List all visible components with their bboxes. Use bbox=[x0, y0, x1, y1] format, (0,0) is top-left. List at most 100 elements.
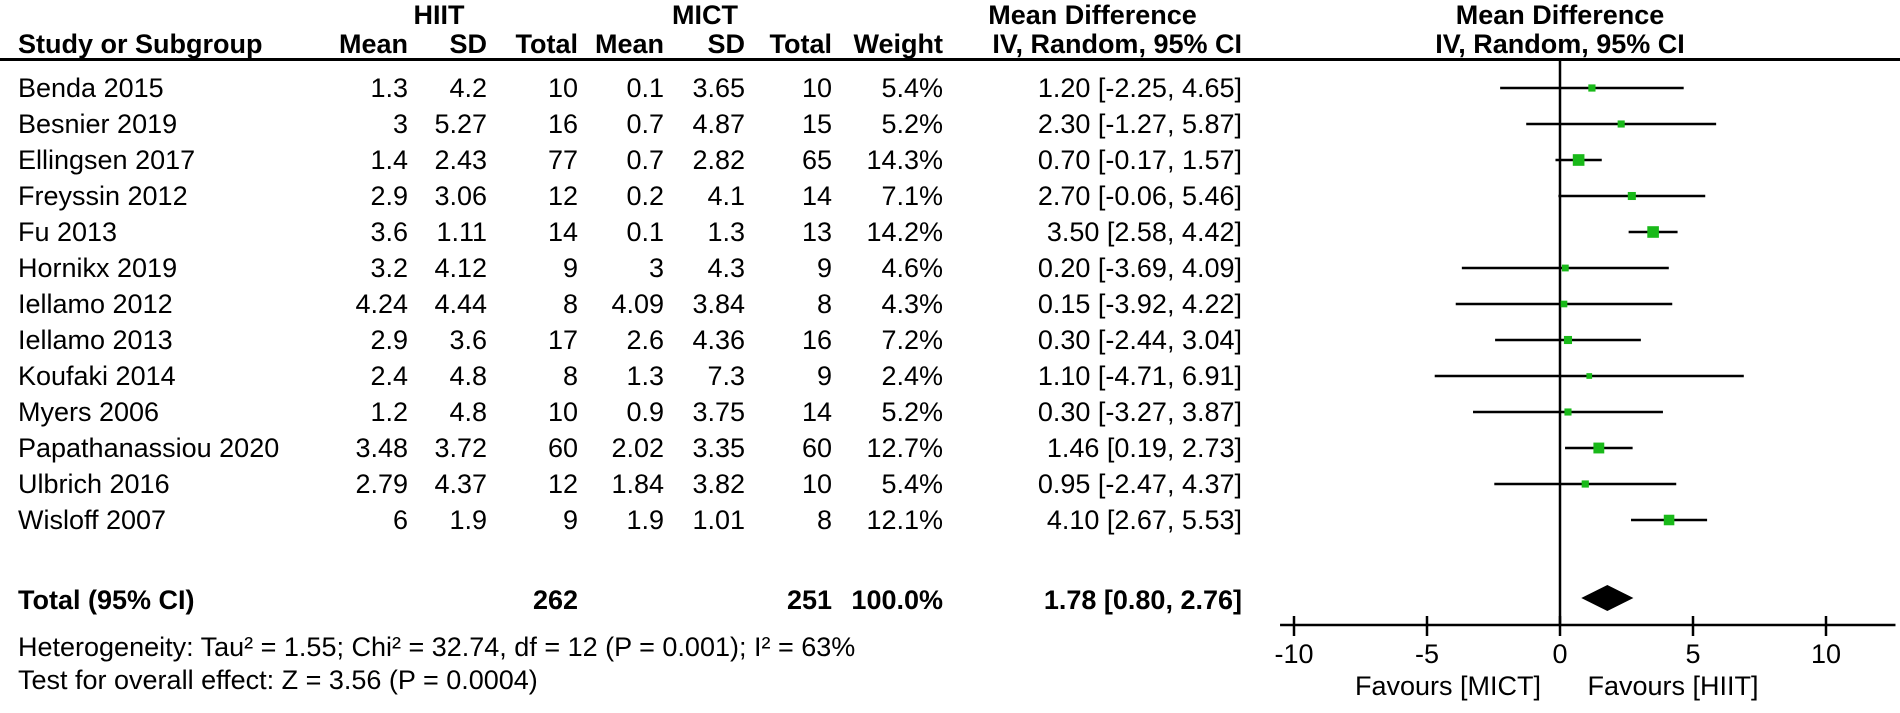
cell-mict-mean: 1.84 bbox=[611, 469, 664, 499]
cell-weight: 14.3% bbox=[866, 145, 943, 175]
cell-hiit-sd: 3.6 bbox=[449, 325, 487, 355]
cell-mict-mean: 3 bbox=[648, 253, 664, 283]
cell-hiit-total: 16 bbox=[547, 109, 578, 139]
cell-mict-total: 9 bbox=[816, 253, 832, 283]
cell-mict-sd: 1.01 bbox=[692, 505, 745, 535]
cell-hiit-sd: 4.8 bbox=[449, 397, 487, 427]
cell-hiit-sd: 3.72 bbox=[434, 433, 487, 463]
cell-hiit-mean: 1.3 bbox=[370, 73, 408, 103]
column-header-hiit-sd: SD bbox=[449, 29, 487, 59]
cell-mict-total: 15 bbox=[801, 109, 832, 139]
cell-weight: 12.1% bbox=[866, 505, 943, 535]
cell-hiit-mean: 4.24 bbox=[355, 289, 408, 319]
cell-ci-text: 0.15 [-3.92, 4.22] bbox=[1037, 289, 1242, 319]
cell-mict-sd: 3.82 bbox=[692, 469, 745, 499]
cell-hiit-mean: 3.2 bbox=[370, 253, 408, 283]
cell-mict-sd: 7.3 bbox=[707, 361, 745, 391]
cell-study-name: Papathanassiou 2020 bbox=[18, 433, 280, 463]
cell-mict-mean: 0.7 bbox=[626, 109, 664, 139]
cell-hiit-mean: 2.4 bbox=[370, 361, 408, 391]
cell-mict-mean: 0.1 bbox=[626, 217, 664, 247]
column-header-hiit-total: Total bbox=[515, 29, 579, 59]
cell-mict-total: 65 bbox=[801, 145, 832, 175]
study-row: Besnier 2019 3 5.27 16 0.7 4.87 15 5.2% … bbox=[0, 106, 1260, 142]
cell-mict-total: 14 bbox=[801, 397, 832, 427]
cell-ci-text: 3.50 [2.58, 4.42] bbox=[1046, 217, 1242, 247]
cell-mict-mean: 0.7 bbox=[626, 145, 664, 175]
cell-study-name: Wisloff 2007 bbox=[18, 505, 167, 535]
total-label: Total (95% CI) bbox=[18, 585, 195, 615]
cell-hiit-mean: 6 bbox=[392, 505, 408, 535]
svg-text:-10: -10 bbox=[1274, 639, 1313, 669]
cell-mict-mean: 0.2 bbox=[626, 181, 664, 211]
study-row: Ellingsen 2017 1.4 2.43 77 0.7 2.82 65 1… bbox=[0, 142, 1260, 178]
study-row: Wisloff 2007 6 1.9 9 1.9 1.01 8 12.1% 4.… bbox=[0, 502, 1260, 538]
cell-weight: 2.4% bbox=[881, 361, 943, 391]
cell-hiit-total: 60 bbox=[547, 433, 578, 463]
study-row: Hornikx 2019 3.2 4.12 9 3 4.3 9 4.6% 0.2… bbox=[0, 250, 1260, 286]
cell-hiit-sd: 2.43 bbox=[434, 145, 487, 175]
total-hiit-n: 262 bbox=[532, 585, 578, 615]
cell-study-name: Besnier 2019 bbox=[18, 109, 178, 139]
cell-ci-text: 0.20 [-3.69, 4.09] bbox=[1037, 253, 1242, 283]
study-row: Ulbrich 2016 2.79 4.37 12 1.84 3.82 10 5… bbox=[0, 466, 1260, 502]
cell-hiit-total: 77 bbox=[547, 145, 578, 175]
heterogeneity-note: Heterogeneity: Tau² = 1.55; Chi² = 32.74… bbox=[18, 632, 856, 662]
cell-mict-total: 10 bbox=[801, 469, 832, 499]
column-header-study: Study or Subgroup bbox=[18, 29, 263, 59]
cell-study-name: Benda 2015 bbox=[18, 73, 164, 103]
favours-right-label: Favours [HIIT] bbox=[1587, 671, 1759, 701]
study-row: Freyssin 2012 2.9 3.06 12 0.2 4.1 14 7.1… bbox=[0, 178, 1260, 214]
cell-mict-total: 8 bbox=[816, 289, 832, 319]
cell-hiit-sd: 1.11 bbox=[436, 217, 487, 247]
overall-effect-note: Test for overall effect: Z = 3.56 (P = 0… bbox=[18, 665, 538, 695]
cell-weight: 5.4% bbox=[881, 73, 943, 103]
cell-ci-text: 1.46 [0.19, 2.73] bbox=[1046, 433, 1242, 463]
cell-hiit-sd: 4.2 bbox=[449, 73, 487, 103]
cell-weight: 7.1% bbox=[881, 181, 943, 211]
total-ci-text: 1.78 [0.80, 2.76] bbox=[1043, 585, 1242, 615]
cell-hiit-sd: 4.37 bbox=[434, 469, 487, 499]
svg-text:0: 0 bbox=[1552, 639, 1567, 669]
cell-ci-text: 2.30 [-1.27, 5.87] bbox=[1037, 109, 1242, 139]
cell-weight: 5.2% bbox=[881, 397, 943, 427]
cell-hiit-mean: 3 bbox=[392, 109, 408, 139]
cell-hiit-sd: 5.27 bbox=[434, 109, 487, 139]
cell-ci-text: 0.30 [-3.27, 3.87] bbox=[1037, 397, 1242, 427]
svg-text:-5: -5 bbox=[1415, 639, 1439, 669]
cell-hiit-mean: 3.48 bbox=[355, 433, 408, 463]
plot-header-mean-difference: Mean Difference bbox=[1455, 0, 1665, 30]
cell-mict-sd: 3.65 bbox=[692, 73, 745, 103]
cell-mict-mean: 0.1 bbox=[626, 73, 664, 103]
cell-hiit-sd: 4.8 bbox=[449, 361, 487, 391]
study-row: Fu 2013 3.6 1.11 14 0.1 1.3 13 14.2% 3.5… bbox=[0, 214, 1260, 250]
total-row: Total (95% CI) 262 251 100.0% 1.78 [0.80… bbox=[0, 582, 1260, 618]
cell-study-name: Myers 2006 bbox=[18, 397, 160, 427]
cell-ci-text: 4.10 [2.67, 5.53] bbox=[1046, 505, 1242, 535]
column-header-mict-sd: SD bbox=[707, 29, 745, 59]
cell-study-name: Fu 2013 bbox=[18, 217, 118, 247]
cell-study-name: Freyssin 2012 bbox=[18, 181, 188, 211]
cell-study-name: Koufaki 2014 bbox=[18, 361, 176, 391]
cell-mict-mean: 0.9 bbox=[626, 397, 664, 427]
cell-ci-text: 0.70 [-0.17, 1.57] bbox=[1037, 145, 1242, 175]
study-row: Iellamo 2013 2.9 3.6 17 2.6 4.36 16 7.2%… bbox=[0, 322, 1260, 358]
table-header: HIIT MICT Mean Difference Mean Differenc… bbox=[0, 0, 1900, 61]
cell-mict-mean: 1.9 bbox=[626, 505, 664, 535]
cell-hiit-total: 8 bbox=[562, 289, 578, 319]
cell-hiit-mean: 3.6 bbox=[370, 217, 408, 247]
cell-ci-text: 2.70 [-0.06, 5.46] bbox=[1037, 181, 1242, 211]
cell-weight: 12.7% bbox=[866, 433, 943, 463]
cell-mict-sd: 3.75 bbox=[692, 397, 745, 427]
cell-hiit-total: 12 bbox=[547, 469, 578, 499]
cell-weight: 7.2% bbox=[881, 325, 943, 355]
cell-mict-total: 9 bbox=[816, 361, 832, 391]
cell-weight: 4.3% bbox=[881, 289, 943, 319]
cell-hiit-sd: 4.12 bbox=[434, 253, 487, 283]
column-header-hiit-mean: Mean bbox=[338, 29, 408, 59]
cell-study-name: Iellamo 2012 bbox=[18, 289, 173, 319]
cell-mict-sd: 2.82 bbox=[692, 145, 745, 175]
forest-plot-canvas: -10 -5 0 5 10 bbox=[1274, 58, 1896, 669]
cell-mict-mean: 4.09 bbox=[611, 289, 664, 319]
